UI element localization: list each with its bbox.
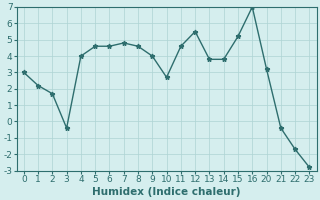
X-axis label: Humidex (Indice chaleur): Humidex (Indice chaleur) — [92, 187, 241, 197]
